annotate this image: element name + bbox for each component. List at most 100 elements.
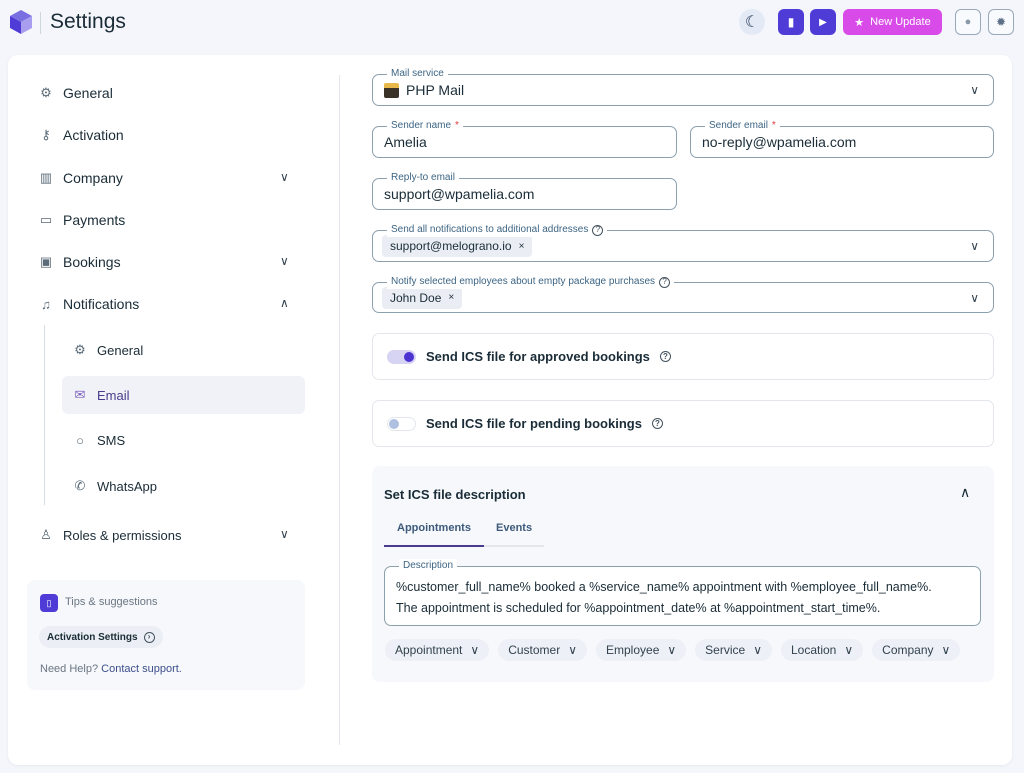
ics-pending-toggle[interactable] xyxy=(387,416,416,431)
chevron-down-icon[interactable]: ∨ xyxy=(280,254,289,268)
label: General xyxy=(63,85,113,101)
amelia-logo xyxy=(10,10,32,34)
submenu-line xyxy=(44,325,45,505)
chat-icon: ○ xyxy=(76,432,84,448)
chevron-down-icon: ∨ xyxy=(844,643,854,657)
sidebar-subitem-whatsapp[interactable]: ✆ WhatsApp xyxy=(72,475,157,497)
tab-label: Events xyxy=(496,522,533,534)
reply-to-label: Reply-to email xyxy=(387,171,459,185)
notify-employees-select[interactable]: Notify selected employees about empty pa… xyxy=(372,275,994,313)
help-icon[interactable]: ? xyxy=(659,351,671,362)
placeholder-appointment[interactable]: Appointment ∨ xyxy=(385,639,490,661)
sender-name-input[interactable]: Sender name * Amelia xyxy=(372,119,677,158)
help-icon[interactable]: ? xyxy=(659,276,671,288)
employee-tag: John Doe × xyxy=(382,286,463,309)
chevron-up-icon[interactable]: ∧ xyxy=(280,296,289,310)
moon-icon: ☾ xyxy=(744,14,760,31)
pill-label: Customer xyxy=(508,643,561,657)
label: General xyxy=(97,342,144,358)
sidebar-subitem-sms[interactable]: ○ SMS xyxy=(72,429,125,451)
building-icon: ▥ xyxy=(39,170,53,185)
settings-button[interactable]: ✹ xyxy=(988,9,1014,35)
sender-name-label: Sender name * xyxy=(387,119,463,133)
chat-icon: ● xyxy=(964,16,972,28)
selected-highlight xyxy=(62,376,305,414)
book-icon: ▯ xyxy=(40,594,58,612)
pill-label: Employee xyxy=(606,643,660,657)
chevron-down-icon: ∨ xyxy=(970,290,979,305)
sidebar-item-general[interactable]: ⚙ General xyxy=(38,82,113,104)
new-update-label: New Update xyxy=(870,16,931,28)
placeholder-service[interactable]: Service ∨ xyxy=(695,639,772,661)
sidebar-subitem-email[interactable]: ✉ Email xyxy=(72,384,130,406)
remove-tag-icon[interactable]: × xyxy=(518,240,525,252)
tag-label: support@melograno.io xyxy=(390,239,512,253)
tab-appointments[interactable]: Appointments xyxy=(384,518,484,547)
ics-pending-label: Send ICS file for pending bookings xyxy=(426,416,642,431)
chevron-down-icon: ∨ xyxy=(970,83,979,97)
help-icon[interactable]: ? xyxy=(651,418,663,429)
ics-approved-toggle[interactable] xyxy=(387,349,416,364)
chevron-up-icon[interactable]: ∧ xyxy=(960,484,971,500)
sidebar-item-company[interactable]: ▥ Company xyxy=(38,167,123,189)
sidebar-item-notifications[interactable]: ♫ Notifications xyxy=(38,293,139,315)
pill-label: Location xyxy=(790,643,837,657)
mail-service-select[interactable]: Mail service PHP Mail ∨ xyxy=(372,67,994,106)
chat-button[interactable]: ● xyxy=(955,9,981,35)
tips-box: ▯ Tips & suggestions Activation Settings… xyxy=(27,580,305,690)
sender-email-label: Sender email * xyxy=(705,119,780,133)
sidebar-subitem-general[interactable]: ⚙ General xyxy=(72,339,143,361)
notify-label: Notify selected employees about empty pa… xyxy=(387,275,675,289)
php-mail-icon xyxy=(384,82,399,98)
video-button[interactable]: ▶ xyxy=(810,9,836,35)
chevron-down-icon[interactable]: ∨ xyxy=(280,170,289,184)
label-text: Send all notifications to additional add… xyxy=(391,224,589,235)
remove-tag-icon[interactable]: × xyxy=(448,292,455,303)
label: SMS xyxy=(97,432,126,448)
gear-icon: ⚙ xyxy=(40,85,52,100)
reply-to-input[interactable]: Reply-to email support@wpamelia.com xyxy=(372,171,677,210)
additional-addresses-select[interactable]: Send all notifications to additional add… xyxy=(372,223,994,262)
docs-button[interactable]: ▮ xyxy=(778,9,804,35)
bell-icon: ♫ xyxy=(41,296,51,312)
tab-events[interactable]: Events xyxy=(496,522,532,534)
label-text: Sender email xyxy=(709,120,768,131)
sidebar-item-roles[interactable]: ♙ Roles & permissions xyxy=(38,524,181,546)
chevron-down-icon[interactable]: ∨ xyxy=(280,527,289,541)
label: Payments xyxy=(63,212,126,228)
description-textarea[interactable]: Description %customer_full_name% booked a… xyxy=(384,559,981,626)
sender-email-value: no-reply@wpamelia.com xyxy=(702,134,857,150)
placeholder-company[interactable]: Company ∨ xyxy=(872,639,961,661)
label-text: Sender name xyxy=(391,120,452,131)
placeholder-location[interactable]: Location ∨ xyxy=(780,639,864,661)
book-icon: ▮ xyxy=(787,15,795,29)
placeholder-customer[interactable]: Customer ∨ xyxy=(498,639,587,661)
sidebar-item-bookings[interactable]: ▣ Bookings xyxy=(38,251,121,273)
gear-icon: ⚙ xyxy=(74,342,86,357)
placeholder-dropdowns: Appointment ∨ Customer ∨ Employee ∨ Service… xyxy=(384,639,981,661)
address-tag: support@melograno.io × xyxy=(382,235,533,257)
chevron-down-icon: ∨ xyxy=(753,643,762,657)
sidebar-item-payments[interactable]: ▭ Payments xyxy=(38,209,125,231)
new-update-button[interactable]: ★ New Update xyxy=(843,9,942,35)
activation-settings-chip[interactable]: Activation Settings › xyxy=(39,626,163,648)
header-divider xyxy=(40,12,41,34)
placeholder-employee[interactable]: Employee ∨ xyxy=(596,639,687,661)
label: Bookings xyxy=(63,254,121,270)
help-icon[interactable]: ? xyxy=(592,224,604,236)
mail-icon: ✉ xyxy=(74,387,86,402)
sidebar-divider xyxy=(339,75,340,745)
sender-email-input[interactable]: Sender email * no-reply@wpamelia.com xyxy=(690,119,994,158)
label: Activation xyxy=(63,127,124,143)
play-icon: ▶ xyxy=(819,16,827,28)
dark-mode-toggle[interactable]: ☾ xyxy=(739,9,765,35)
sidebar-item-activation[interactable]: ⚷ Activation xyxy=(38,124,124,146)
label-text: Mail service xyxy=(391,68,444,79)
description-value: %customer_full_name% booked a %service_n… xyxy=(396,580,932,615)
label: Notifications xyxy=(63,296,140,312)
contact-support-link[interactable]: Contact support. xyxy=(101,663,182,675)
help-label: Need Help? xyxy=(40,663,99,675)
ics-approved-label: Send ICS file for approved bookings xyxy=(426,349,650,364)
mail-service-label: Mail service xyxy=(387,67,448,81)
ics-section-title: Set ICS file description xyxy=(384,487,526,502)
